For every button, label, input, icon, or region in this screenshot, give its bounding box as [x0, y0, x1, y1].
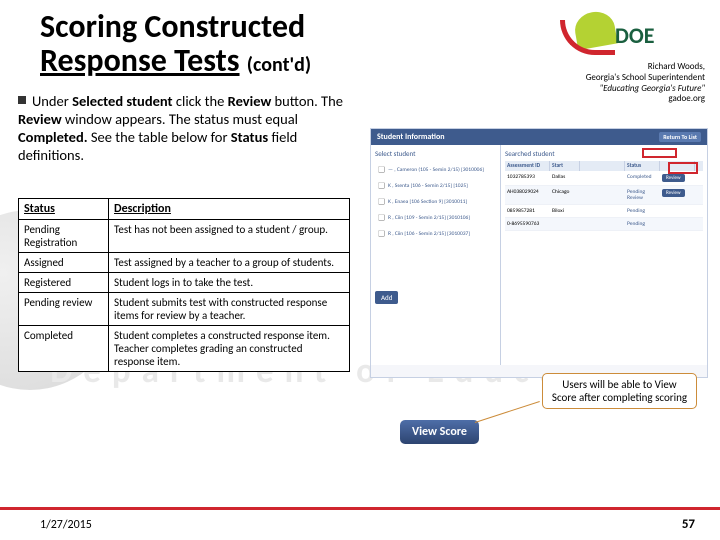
slide-number: 57 [682, 517, 695, 532]
student-item[interactable]: K , Ssenta [106 - Semin 2/15] [1025] [375, 177, 496, 193]
ss-title: Student Information [377, 132, 445, 142]
title-line2: Response Tests [40, 41, 240, 80]
desc-cell: Test has not been assigned to a student … [109, 220, 350, 253]
slide-title: Scoring Constructed Response Tests (cont… [40, 10, 311, 77]
student-item[interactable]: R , Ciin [106 - Semin 2/15] [3010037] [375, 225, 496, 241]
status-cell: Assigned [19, 253, 109, 273]
highlight-status-column [642, 148, 677, 158]
callout-box: Users will be able to View Score after c… [542, 373, 697, 409]
app-screenshot: Student Information Return To List Selec… [370, 128, 708, 378]
student-item[interactable]: K , Enaea [106 Section 9] [3010011] [375, 193, 496, 209]
th-status: Status [19, 199, 109, 220]
status-cell: Completed [19, 326, 109, 372]
callout-connector [475, 401, 540, 423]
grid-row: AH038029024ChicagoPending ReviewReview [505, 186, 703, 205]
status-definitions-table: Status Description Pending RegistrationT… [18, 198, 350, 372]
desc-cell: Student submits test with constructed re… [109, 293, 350, 326]
return-button[interactable]: Return To List [659, 132, 701, 142]
footer: 1/27/2015 57 [0, 482, 720, 540]
review-button[interactable]: Review [662, 174, 685, 182]
ss-titlebar: Student Information Return To List [371, 129, 707, 145]
gadoe-logo: DOE Richard Woods, Georgia's School Supe… [560, 10, 705, 105]
desc-cell: Student logs in to take the test. [109, 273, 350, 293]
grid-row: 0-8695590763Pending [505, 218, 703, 231]
review-button[interactable]: Review [662, 189, 685, 197]
footer-date: 1/27/2015 [40, 518, 92, 532]
status-cell: Pending review [19, 293, 109, 326]
student-item[interactable]: — , Cameron (105 - Semin 2/15) [3010006] [375, 161, 496, 177]
title-suffix: (cont'd) [247, 53, 311, 77]
highlight-review-button [668, 162, 698, 174]
desc-cell: Test assigned by a teacher to a group of… [109, 253, 350, 273]
student-item[interactable]: R , Ciin [109 - Semin 2/15] [3010106] [375, 209, 496, 225]
status-cell: Registered [19, 273, 109, 293]
grid-row: 0859857281BiloxiPending [505, 205, 703, 218]
select-student-label: Select student [375, 149, 496, 158]
select-student-panel: Select student — , Cameron (105 - Semin … [371, 145, 501, 365]
status-cell: Pending Registration [19, 220, 109, 253]
logo-tagline: Richard Woods, Georgia's School Superint… [560, 62, 705, 105]
view-score-button[interactable]: View Score [400, 420, 479, 444]
footer-divider [0, 507, 720, 510]
logo-doe-text: DOE [615, 22, 654, 49]
add-button[interactable]: Add [375, 291, 398, 304]
bullet-icon [18, 96, 26, 104]
desc-cell: Student completes a constructed response… [109, 326, 350, 372]
th-description: Description [109, 199, 350, 220]
searched-student-panel: Searched student Assessment IDStartStatu… [501, 145, 707, 365]
instruction-bullet: Under Selected student click the Review … [18, 92, 358, 165]
